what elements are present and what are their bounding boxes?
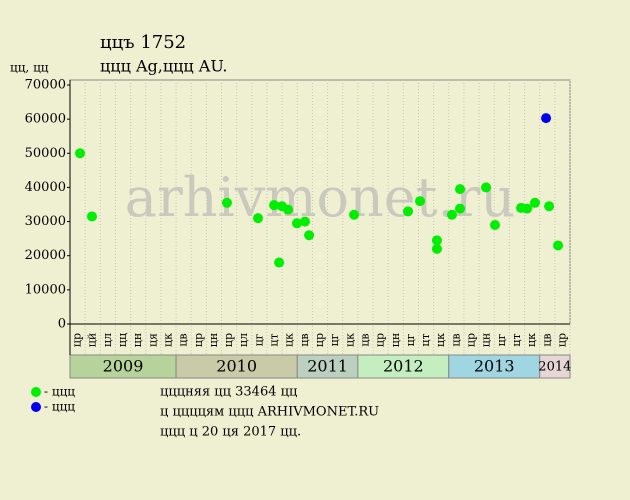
point	[481, 182, 492, 193]
month-label: цл	[101, 333, 114, 347]
note: ццц ц 20 ця 2017 цц.	[160, 425, 301, 440]
month-label: цк	[161, 333, 174, 347]
month-label: цв	[358, 333, 371, 346]
month-label: цр	[222, 333, 235, 347]
month-label: цг	[495, 333, 508, 346]
month-label: цй	[86, 333, 99, 347]
year-label: 2014	[538, 360, 571, 375]
month-label: цр	[313, 333, 326, 347]
point	[490, 219, 500, 230]
y-tick-label: 50000	[25, 146, 66, 161]
point	[75, 148, 85, 159]
point	[274, 257, 285, 268]
month-label: цр	[71, 333, 84, 347]
year-label: 2009	[103, 357, 144, 376]
year-band	[539, 354, 571, 379]
year-label: 2010	[216, 357, 257, 376]
point	[455, 184, 465, 195]
month-label: цк	[343, 333, 356, 347]
chart-title: ццъ 1752	[100, 32, 186, 53]
month-label: цв	[449, 333, 462, 346]
month-label: цк	[434, 333, 447, 347]
month-label: цр	[555, 333, 568, 347]
legend-marker	[31, 387, 41, 397]
month-label: цр	[465, 333, 478, 347]
month-label: цв	[177, 333, 190, 346]
month-label: цт	[268, 333, 281, 346]
month-label: цт	[510, 333, 523, 346]
month-label: цк	[283, 333, 296, 347]
year-label: 2011	[307, 357, 348, 376]
month-label: цг	[404, 333, 417, 346]
point	[304, 230, 315, 241]
point	[415, 196, 425, 207]
legend-marker	[31, 402, 41, 412]
point	[221, 197, 232, 208]
point	[544, 201, 555, 212]
point	[522, 203, 533, 214]
chart-subtitle: ццц Ag,ццц AU.	[100, 57, 227, 76]
y-tick-label: 40000	[25, 180, 66, 195]
year-label: 2013	[474, 357, 515, 376]
month-label: цв	[298, 333, 311, 346]
month-label: цг	[328, 333, 341, 346]
year-label: 2012	[383, 357, 424, 376]
y-tick-label: 70000	[25, 78, 66, 93]
month-label: цн	[131, 333, 144, 347]
y-tick-label: 60000	[25, 112, 66, 127]
month-label: цн	[480, 333, 493, 347]
y-tick-label: 20000	[25, 248, 66, 263]
month-label: цл	[237, 333, 250, 347]
point	[541, 113, 552, 124]
note: цццняя цц 33464 цц	[160, 385, 297, 400]
point	[349, 209, 360, 220]
point	[431, 235, 442, 246]
y-tick-label: 30000	[25, 214, 66, 229]
point	[86, 211, 97, 222]
point	[455, 203, 465, 214]
month-label: ця	[146, 333, 159, 347]
note: ц ццццям ццц ARHIVMONET.RU	[160, 405, 379, 420]
month-label: цр	[374, 333, 387, 347]
month-label: цр	[192, 333, 205, 347]
watermark: arhivmonet.ru	[125, 166, 515, 229]
y-tick-label: 0	[58, 317, 66, 332]
point	[269, 200, 280, 211]
month-label: цт	[419, 333, 432, 346]
month-label: цн	[389, 333, 402, 347]
point	[553, 240, 564, 251]
month-label: цк	[525, 333, 538, 347]
month-label: цг	[252, 333, 265, 346]
legend-label: - ццц	[44, 385, 75, 399]
y-tick-label: 10000	[25, 282, 66, 297]
month-label: цв	[540, 333, 553, 346]
month-label: цц	[116, 333, 129, 347]
point	[530, 197, 540, 208]
point	[431, 243, 442, 254]
point	[403, 206, 414, 217]
point	[291, 218, 302, 229]
point	[300, 216, 310, 227]
y-axis-label: цц, цц	[10, 61, 49, 75]
legend-label: - ццц	[44, 400, 75, 414]
point	[253, 213, 264, 224]
point	[446, 209, 457, 220]
month-label: цн	[207, 333, 220, 347]
point	[283, 204, 294, 215]
